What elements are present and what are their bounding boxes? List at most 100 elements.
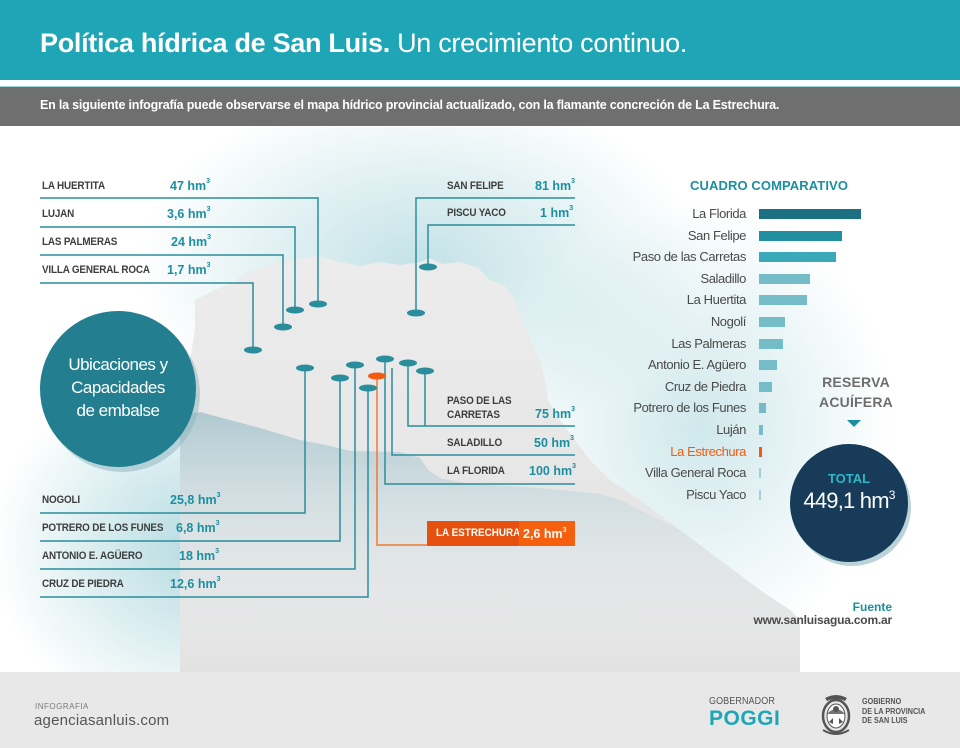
reservoir-name-line2: CARRETAS <box>447 409 500 421</box>
marker-piscu-yaco <box>419 263 437 271</box>
chart-row: Luján <box>600 420 900 440</box>
chart-row: Potrero de los Funes <box>600 398 900 418</box>
reservoir-name: ANTONIO E. AGÜERO <box>42 550 143 562</box>
chart-category-label: Cruz de Piedra <box>664 378 747 394</box>
marker-villa-general-roca <box>244 346 262 354</box>
chart-bar <box>759 252 836 263</box>
page-title: Política hídrica de San Luis. Un crecimi… <box>40 28 687 59</box>
down-arrow-icon <box>847 420 861 427</box>
province-seal-icon <box>821 695 851 735</box>
chart-category-label: Luján <box>716 422 746 437</box>
header-divider <box>0 80 960 83</box>
chart-row: La Florida <box>600 204 900 224</box>
chart-row: Nogolí <box>600 312 900 332</box>
marker-las-palmeras <box>274 323 292 331</box>
reservoir-row: VILLA GENERAL ROCA 1,7 hm3 <box>42 256 242 284</box>
reservoir-name: PASO DE LAS <box>447 395 512 407</box>
chart-category-label: Paso de las Carretas <box>632 249 747 265</box>
badge-line: Capacidades <box>71 378 165 397</box>
reservoir-name: LA FLORIDA <box>447 465 505 477</box>
reservoir-row: LUJAN 3,6 hm3 <box>42 200 242 228</box>
total-value: 449,1 hm3 <box>803 488 895 513</box>
government-text: GOBIERNO DE LA PROVINCIA DE SAN LUIS <box>862 697 925 726</box>
marker-saladillo <box>399 359 417 367</box>
source-url[interactable]: www.sanluisagua.com.ar <box>753 613 892 627</box>
reserve-heading: RESERVA ACUÍFERA <box>806 372 906 412</box>
reservoir-value: 6,8 hm3 <box>176 520 220 535</box>
reservoir-value: 75 hm3 <box>535 406 576 421</box>
marker-san-felipe <box>407 309 425 317</box>
chart-category-label: Nogolí <box>710 314 747 329</box>
chart-bar <box>759 209 861 219</box>
chart-bar <box>759 338 784 349</box>
total-badge: TOTAL 449,1 hm3 <box>790 444 908 562</box>
source-label: Fuente <box>852 600 892 614</box>
reservoir-name: NOGOLI <box>42 494 80 506</box>
title-bold: Política hídrica de San Luis. <box>40 28 390 58</box>
reservoir-value: 25,8 hm3 <box>170 492 221 507</box>
reservoir-row: LAS PALMERAS 24 hm3 <box>42 228 242 256</box>
locations-capacities-text: Ubicaciones y Capacidades de embalse <box>40 353 196 422</box>
chart-bar <box>759 446 762 457</box>
chart-row: Paso de las Carretas <box>600 247 900 267</box>
marker-cruz-de-piedra <box>359 384 377 392</box>
leader-lines <box>40 197 575 598</box>
reservoir-value: 50 hm3 <box>534 435 575 450</box>
chart-category-label: Saladillo <box>700 270 746 286</box>
chart-bar <box>759 317 786 327</box>
chart-category-label: Antonio E. Agüero <box>648 357 746 373</box>
reservoir-row: POTRERO DE LOS FUNES 6,8 hm3 <box>42 514 242 542</box>
reservoir-value: 24 hm3 <box>171 234 212 249</box>
reservoir-value: 3,6 hm3 <box>167 206 211 221</box>
marker-nogoli <box>296 364 314 372</box>
marker-lujan <box>286 306 304 314</box>
chart-bar <box>759 425 763 435</box>
governor-label: GOBERNADOR <box>709 696 775 707</box>
footer-label: INFOGRAFIA <box>35 702 89 711</box>
chart-bar <box>759 273 810 284</box>
chart-bar <box>759 403 766 414</box>
reservoir-row: NOGOLI 25,8 hm3 <box>42 486 242 514</box>
chart-row: Las Palmeras <box>600 334 900 354</box>
reservoir-row: SAN FELIPE 81 hm3 <box>447 172 577 200</box>
la-estrechura-name: LA ESTRECHURA <box>436 527 521 539</box>
chart-bar <box>759 489 761 500</box>
government-line: DE LA PROVINCIA <box>862 706 926 716</box>
chart-row: La Huertita <box>600 290 900 310</box>
chart-title: CUADRO COMPARATIVO <box>690 178 849 193</box>
reservoir-name: POTRERO DE LOS FUNES <box>42 522 164 534</box>
leader-line-estrechura <box>376 376 427 546</box>
reservoir-value: 18 hm3 <box>179 548 220 563</box>
reservoir-name: SAN FELIPE <box>447 180 504 192</box>
reservoir-row: CRUZ DE PIEDRA 12,6 hm3 <box>42 570 242 598</box>
reserve-heading-line: RESERVA <box>822 374 890 390</box>
marker-la-huertita <box>309 300 327 308</box>
reservoir-row: ANTONIO E. AGÜERO 18 hm3 <box>42 542 242 570</box>
chart-category-label: San Felipe <box>687 227 747 243</box>
reservoir-name: PISCU YACO <box>447 207 506 219</box>
chart-row: Villa General Roca <box>600 463 900 483</box>
marker-potrero <box>331 374 349 382</box>
government-line: GOBIERNO <box>862 697 902 706</box>
reservoir-markers <box>244 263 437 392</box>
reservoir-name: LAS PALMERAS <box>42 236 118 248</box>
reservoir-value: 1 hm3 <box>540 205 574 220</box>
chart-row: San Felipe <box>600 226 900 246</box>
subtitle-bar: En la siguiente infografía puede observa… <box>0 86 960 126</box>
reservoir-row: LA FLORIDA 100 hm3 <box>447 457 577 485</box>
reservoir-row: LA HUERTITA 47 hm3 <box>42 172 242 200</box>
header-banner: Política hídrica de San Luis. Un crecimi… <box>0 0 960 80</box>
reservoir-row: PASO DE LAS CARRETAS 75 hm3 <box>447 387 577 427</box>
subtitle: En la siguiente infografía puede observa… <box>40 98 780 112</box>
reservoir-name: LUJAN <box>42 208 75 220</box>
chart-category-label: La Florida <box>692 206 746 221</box>
chart-category-label: Las Palmeras <box>671 335 746 351</box>
footer-site-link[interactable]: agenciasanluis.com <box>34 712 170 729</box>
chart-row: Saladillo <box>600 269 900 289</box>
reservoir-name: VILLA GENERAL ROCA <box>42 264 150 276</box>
chart-row: Piscu Yaco <box>600 485 900 505</box>
chart-category-label: La Huertita <box>686 292 747 308</box>
la-estrechura-value: 2,6 hm3 <box>523 527 567 541</box>
reservoir-row: SALADILLO 50 hm3 <box>447 429 577 457</box>
marker-aguero <box>346 361 364 369</box>
